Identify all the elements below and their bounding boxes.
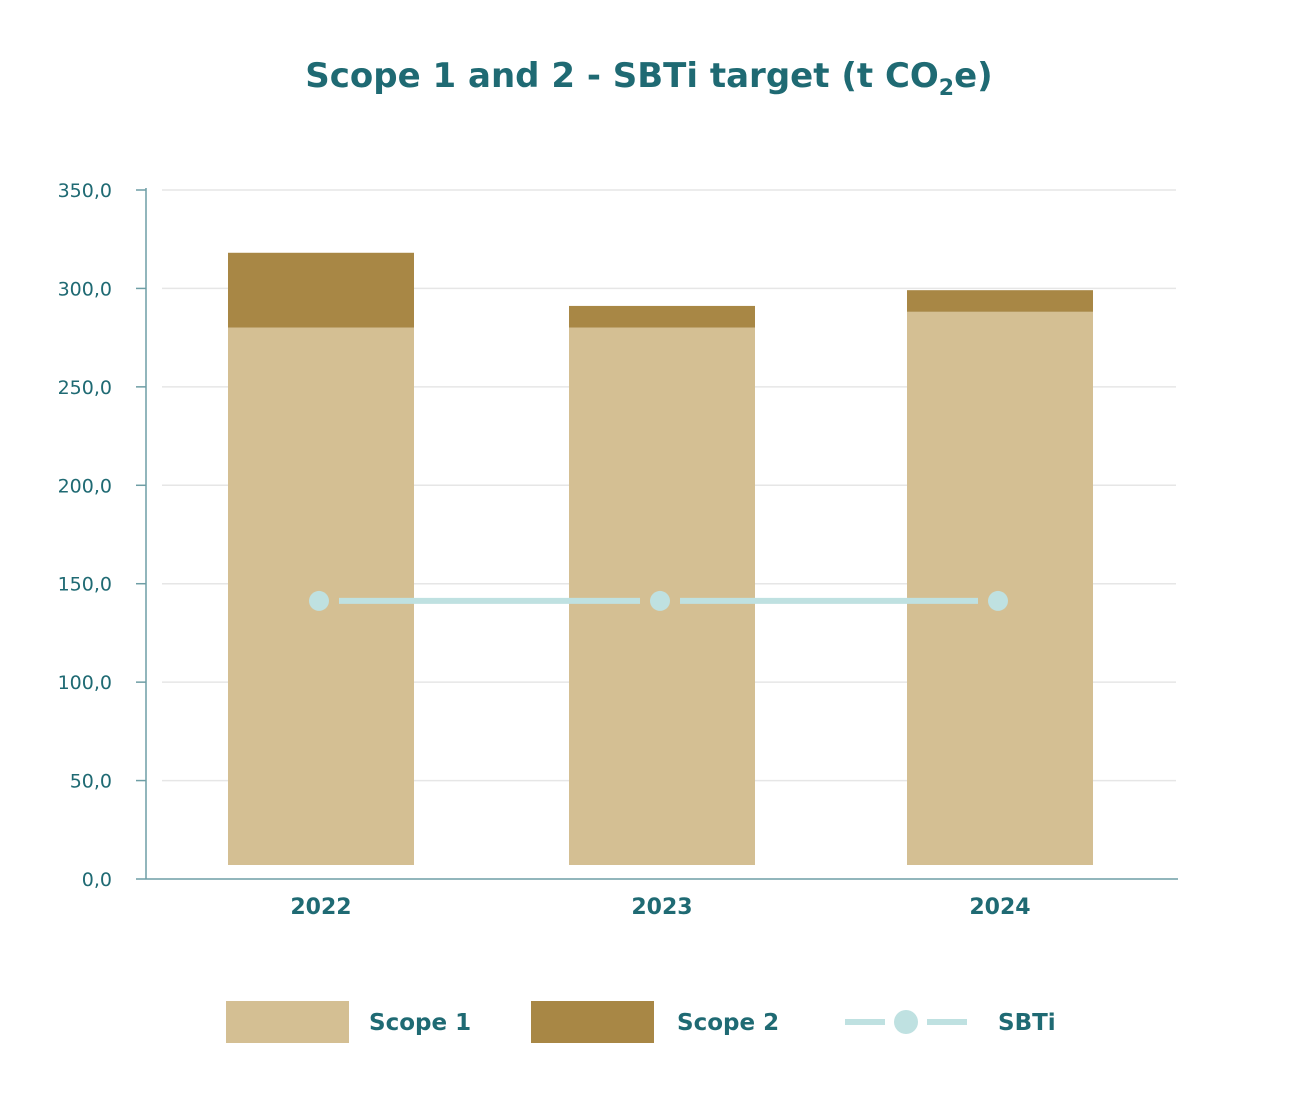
sbti-point [988,590,1008,611]
legend-label: Scope 1 [369,1010,471,1036]
y-tick-label: 250,0 [58,377,112,399]
legend-marker [894,1010,918,1034]
bar-scope-1-2024 [907,311,1093,865]
axis-labels: 0,0 50,0 100,0 150,0 200,0 250,0 300,0 350,0 202… [58,180,1031,920]
x-tick-label: 2024 [969,895,1030,920]
sbti-point [309,590,329,611]
y-tick-label: 100,0 [58,672,112,694]
legend: Scope 1 Scope 2 SBTi [226,1001,1056,1043]
chart-title-subscript: 2 [938,76,955,101]
bars [228,252,1093,866]
sbti-line [309,590,1008,611]
sbti-point [650,590,670,611]
y-tick-label: 50,0 [70,771,112,793]
legend-label: Scope 2 [677,1010,779,1036]
chart-title-end: e) [954,56,993,96]
legend-swatch [531,1001,654,1043]
chart-title: Scope 1 and 2 - SBTi target (t CO2e) [0,56,1298,100]
y-tick-label: 300,0 [58,278,112,300]
axes [136,188,1178,880]
chart-title-main: Scope 1 and 2 - SBTi target (t CO [305,56,939,96]
y-tick-label: 200,0 [58,475,112,497]
x-tick-label: 2023 [631,895,692,920]
y-tick-label: 350,0 [58,180,112,202]
bar-scope-2-2024 [907,290,1093,312]
legend-swatch [226,1001,349,1043]
y-tick-label: 0,0 [82,869,112,891]
x-tick-label: 2022 [290,895,351,920]
y-tick-label: 150,0 [58,574,112,596]
bar-scope-2-2022 [228,252,414,328]
bar-scope-2-2023 [569,305,755,328]
legend-label: SBTi [998,1010,1056,1036]
